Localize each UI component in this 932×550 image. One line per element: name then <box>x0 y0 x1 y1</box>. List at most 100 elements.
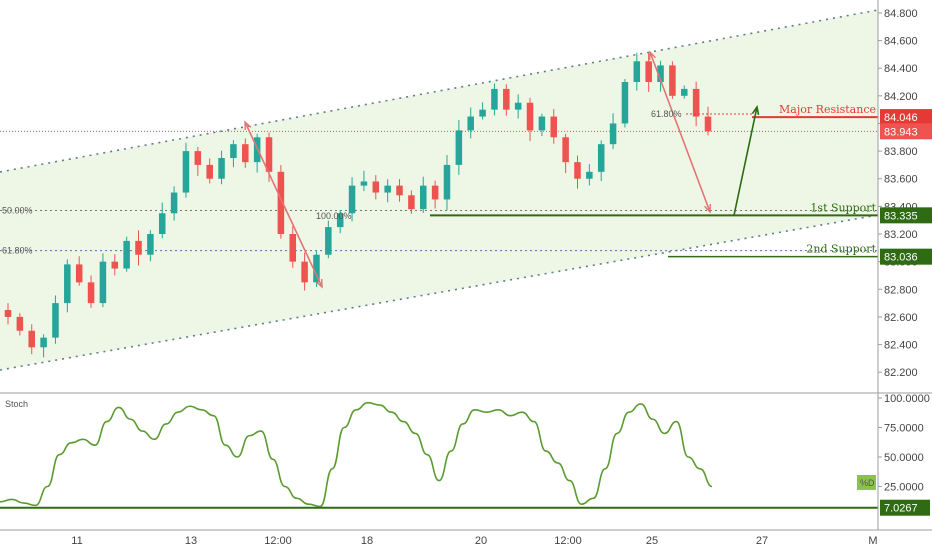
projection-arrow-head <box>751 104 760 116</box>
price-tick-label: 82.800 <box>884 284 918 296</box>
candle-body <box>348 185 356 214</box>
candle-body <box>123 240 130 269</box>
time-tick-label: 13 <box>185 535 197 547</box>
candle-body <box>574 162 581 179</box>
projection-arrow <box>733 106 758 216</box>
price-tick-label: 83.800 <box>884 146 918 158</box>
candle-body <box>182 151 190 193</box>
candle-body <box>4 310 12 317</box>
price-tick-label: 84.200 <box>884 91 918 103</box>
resistance-price-badge-bg <box>880 109 932 126</box>
price-tick-label: 83.200 <box>884 229 918 241</box>
stoch-tick-label: 75.0000 <box>884 423 924 435</box>
candle-body <box>408 195 415 210</box>
candle-body <box>609 123 617 145</box>
price-pane: 50.00% 61.80% 100.00% 61.80% Major Resistanc… <box>0 9 879 371</box>
candle-body <box>230 144 237 158</box>
candle-body <box>40 337 47 348</box>
stoch-value-badge: 7.0267 <box>884 503 918 515</box>
stoch-tick-label: 100.0000 <box>884 393 930 405</box>
candle-body <box>681 88 688 96</box>
candle-body <box>158 213 166 234</box>
candle-body <box>657 65 664 82</box>
stoch-d-line <box>0 401 713 508</box>
channel-lower-line <box>0 214 879 371</box>
current-price-badge-bg <box>880 123 932 140</box>
stoch-series-label: %D <box>860 478 875 488</box>
candle-body <box>597 144 605 172</box>
candle-body <box>206 164 213 179</box>
fib-100-label: 100.00% <box>316 211 352 221</box>
fib-50-label: 50.00% <box>2 206 33 216</box>
candle-body <box>562 137 569 163</box>
candle-body <box>325 227 332 255</box>
major-resistance-label: Major Resistance <box>779 103 876 116</box>
price-tick-label: 84.800 <box>884 8 918 20</box>
candle-body <box>621 82 629 124</box>
time-tick-label: 12:00 <box>264 535 292 547</box>
time-tick-label: 27 <box>756 535 768 547</box>
price-tick-label: 83.600 <box>884 174 918 186</box>
candle-body <box>396 185 403 196</box>
candle-body <box>147 234 154 255</box>
candle-body <box>75 264 83 283</box>
stoch-series-label-bg <box>857 474 876 490</box>
candle-body <box>170 192 178 214</box>
candle-body <box>633 61 641 82</box>
time-tick-label: 12:00 <box>554 535 582 547</box>
candle-body <box>550 116 558 138</box>
candle-body <box>111 261 119 269</box>
candle-body <box>336 213 344 228</box>
candle-body <box>419 185 427 210</box>
candle-body <box>265 137 273 172</box>
candle-body <box>586 171 593 179</box>
candle-body <box>87 282 95 304</box>
candle-body <box>514 102 522 110</box>
candle-body <box>704 116 712 132</box>
candle-body <box>692 88 700 117</box>
time-tick-label: 20 <box>475 535 487 547</box>
time-tick-label: 25 <box>646 535 658 547</box>
candle-body <box>135 240 142 255</box>
candle-body <box>360 181 368 186</box>
first-support-label: 1st Support <box>810 201 876 214</box>
candle-body <box>526 102 534 131</box>
fib-61-right-label: 61.80% <box>651 109 682 119</box>
price-tick-label: 82.400 <box>884 340 918 352</box>
fib-61-left-label: 61.80% <box>2 246 33 256</box>
candle-body <box>16 316 24 331</box>
fib-arrow-up-left <box>244 121 323 288</box>
first-support-price-badge-bg <box>880 207 932 224</box>
price-tick-label: 84.600 <box>884 36 918 48</box>
stoch-value-badge-bg <box>880 499 930 516</box>
candle-body <box>645 61 652 82</box>
candle-body <box>28 330 35 348</box>
candle-body <box>64 264 71 304</box>
fib-arrow-up-left-head <box>244 120 252 131</box>
time-tick-label: 18 <box>361 535 373 547</box>
candle-body <box>479 109 486 117</box>
channel-fill <box>0 10 878 370</box>
second-support-label: 2nd Support <box>806 243 876 256</box>
second-support-price-badge-bg <box>880 248 932 265</box>
candle-body <box>503 88 510 110</box>
candle-body <box>372 181 380 193</box>
fib-arrow-up-right-head <box>648 50 657 61</box>
fib-arrow-up-right <box>649 51 711 213</box>
candle-body <box>218 158 225 179</box>
candle-body <box>467 116 474 131</box>
channel-upper-line <box>0 9 879 173</box>
resistance-price-badge: 84.046 <box>884 112 918 124</box>
candle-body <box>301 261 308 283</box>
time-tick-label: 11 <box>71 535 82 547</box>
stoch-tick-label: 50.0000 <box>884 452 924 464</box>
first-support-price-badge: 83.335 <box>884 210 918 222</box>
stoch-pane: Stoch %D <box>0 399 878 509</box>
price-tick-label: 82.200 <box>884 367 918 379</box>
stoch-title: Stoch <box>5 399 28 409</box>
candle-body <box>52 303 59 338</box>
candle-body <box>313 254 320 283</box>
candle-body <box>455 130 463 165</box>
candle-body <box>538 116 546 131</box>
